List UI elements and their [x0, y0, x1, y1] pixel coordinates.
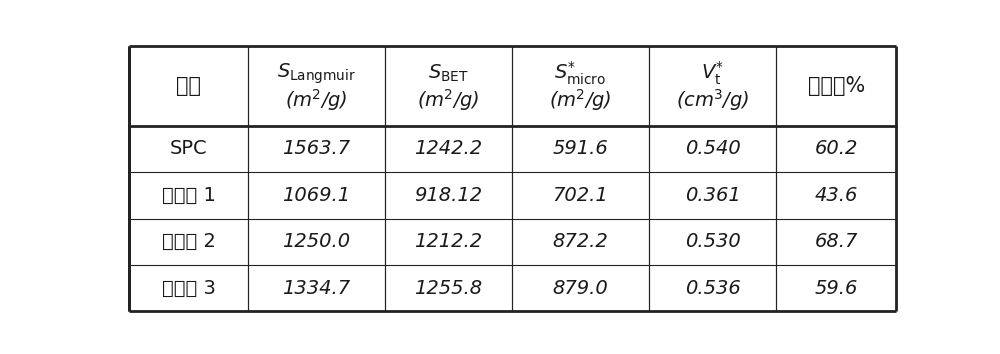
Text: 879.0: 879.0 [553, 279, 608, 297]
Text: 0.536: 0.536 [685, 279, 740, 297]
Text: 1334.7: 1334.7 [282, 279, 351, 297]
Text: 1212.2: 1212.2 [414, 232, 483, 251]
Text: 1255.8: 1255.8 [414, 279, 483, 297]
Text: 1563.7: 1563.7 [282, 139, 351, 159]
Text: $\mathit{V}_\mathrm{t}^{*}$: $\mathit{V}_\mathrm{t}^{*}$ [701, 60, 724, 87]
Text: 1250.0: 1250.0 [282, 232, 351, 251]
Text: 918.12: 918.12 [414, 186, 483, 205]
Text: 0.540: 0.540 [685, 139, 740, 159]
Text: $\mathit{S}_\mathrm{Langmuir}$: $\mathit{S}_\mathrm{Langmuir}$ [277, 61, 356, 86]
Text: 1242.2: 1242.2 [414, 139, 483, 159]
Text: (cm$^3$/g): (cm$^3$/g) [676, 87, 749, 113]
Text: 孔隙率%: 孔隙率% [808, 76, 865, 96]
Text: (m$^2$/g): (m$^2$/g) [417, 87, 480, 113]
Text: (m$^2$/g): (m$^2$/g) [285, 87, 348, 113]
Text: 68.7: 68.7 [815, 232, 858, 251]
Text: 43.6: 43.6 [815, 186, 858, 205]
Text: 1069.1: 1069.1 [282, 186, 351, 205]
Text: 872.2: 872.2 [553, 232, 608, 251]
Text: $\mathit{S}_\mathrm{BET}$: $\mathit{S}_\mathrm{BET}$ [428, 63, 469, 84]
Text: 0.530: 0.530 [685, 232, 740, 251]
Text: 实施例 1: 实施例 1 [162, 186, 216, 205]
Text: 702.1: 702.1 [553, 186, 608, 205]
Text: 0.361: 0.361 [685, 186, 740, 205]
Text: 实施例 3: 实施例 3 [162, 279, 216, 297]
Text: $\mathit{S}_\mathrm{micro}^{*}$: $\mathit{S}_\mathrm{micro}^{*}$ [554, 60, 607, 87]
Text: (m$^2$/g): (m$^2$/g) [549, 87, 612, 113]
Text: 591.6: 591.6 [553, 139, 608, 159]
Text: 60.2: 60.2 [815, 139, 858, 159]
Text: SPC: SPC [170, 139, 208, 159]
Text: 59.6: 59.6 [815, 279, 858, 297]
Text: 实施例 2: 实施例 2 [162, 232, 216, 251]
Text: 样品: 样品 [176, 76, 201, 96]
